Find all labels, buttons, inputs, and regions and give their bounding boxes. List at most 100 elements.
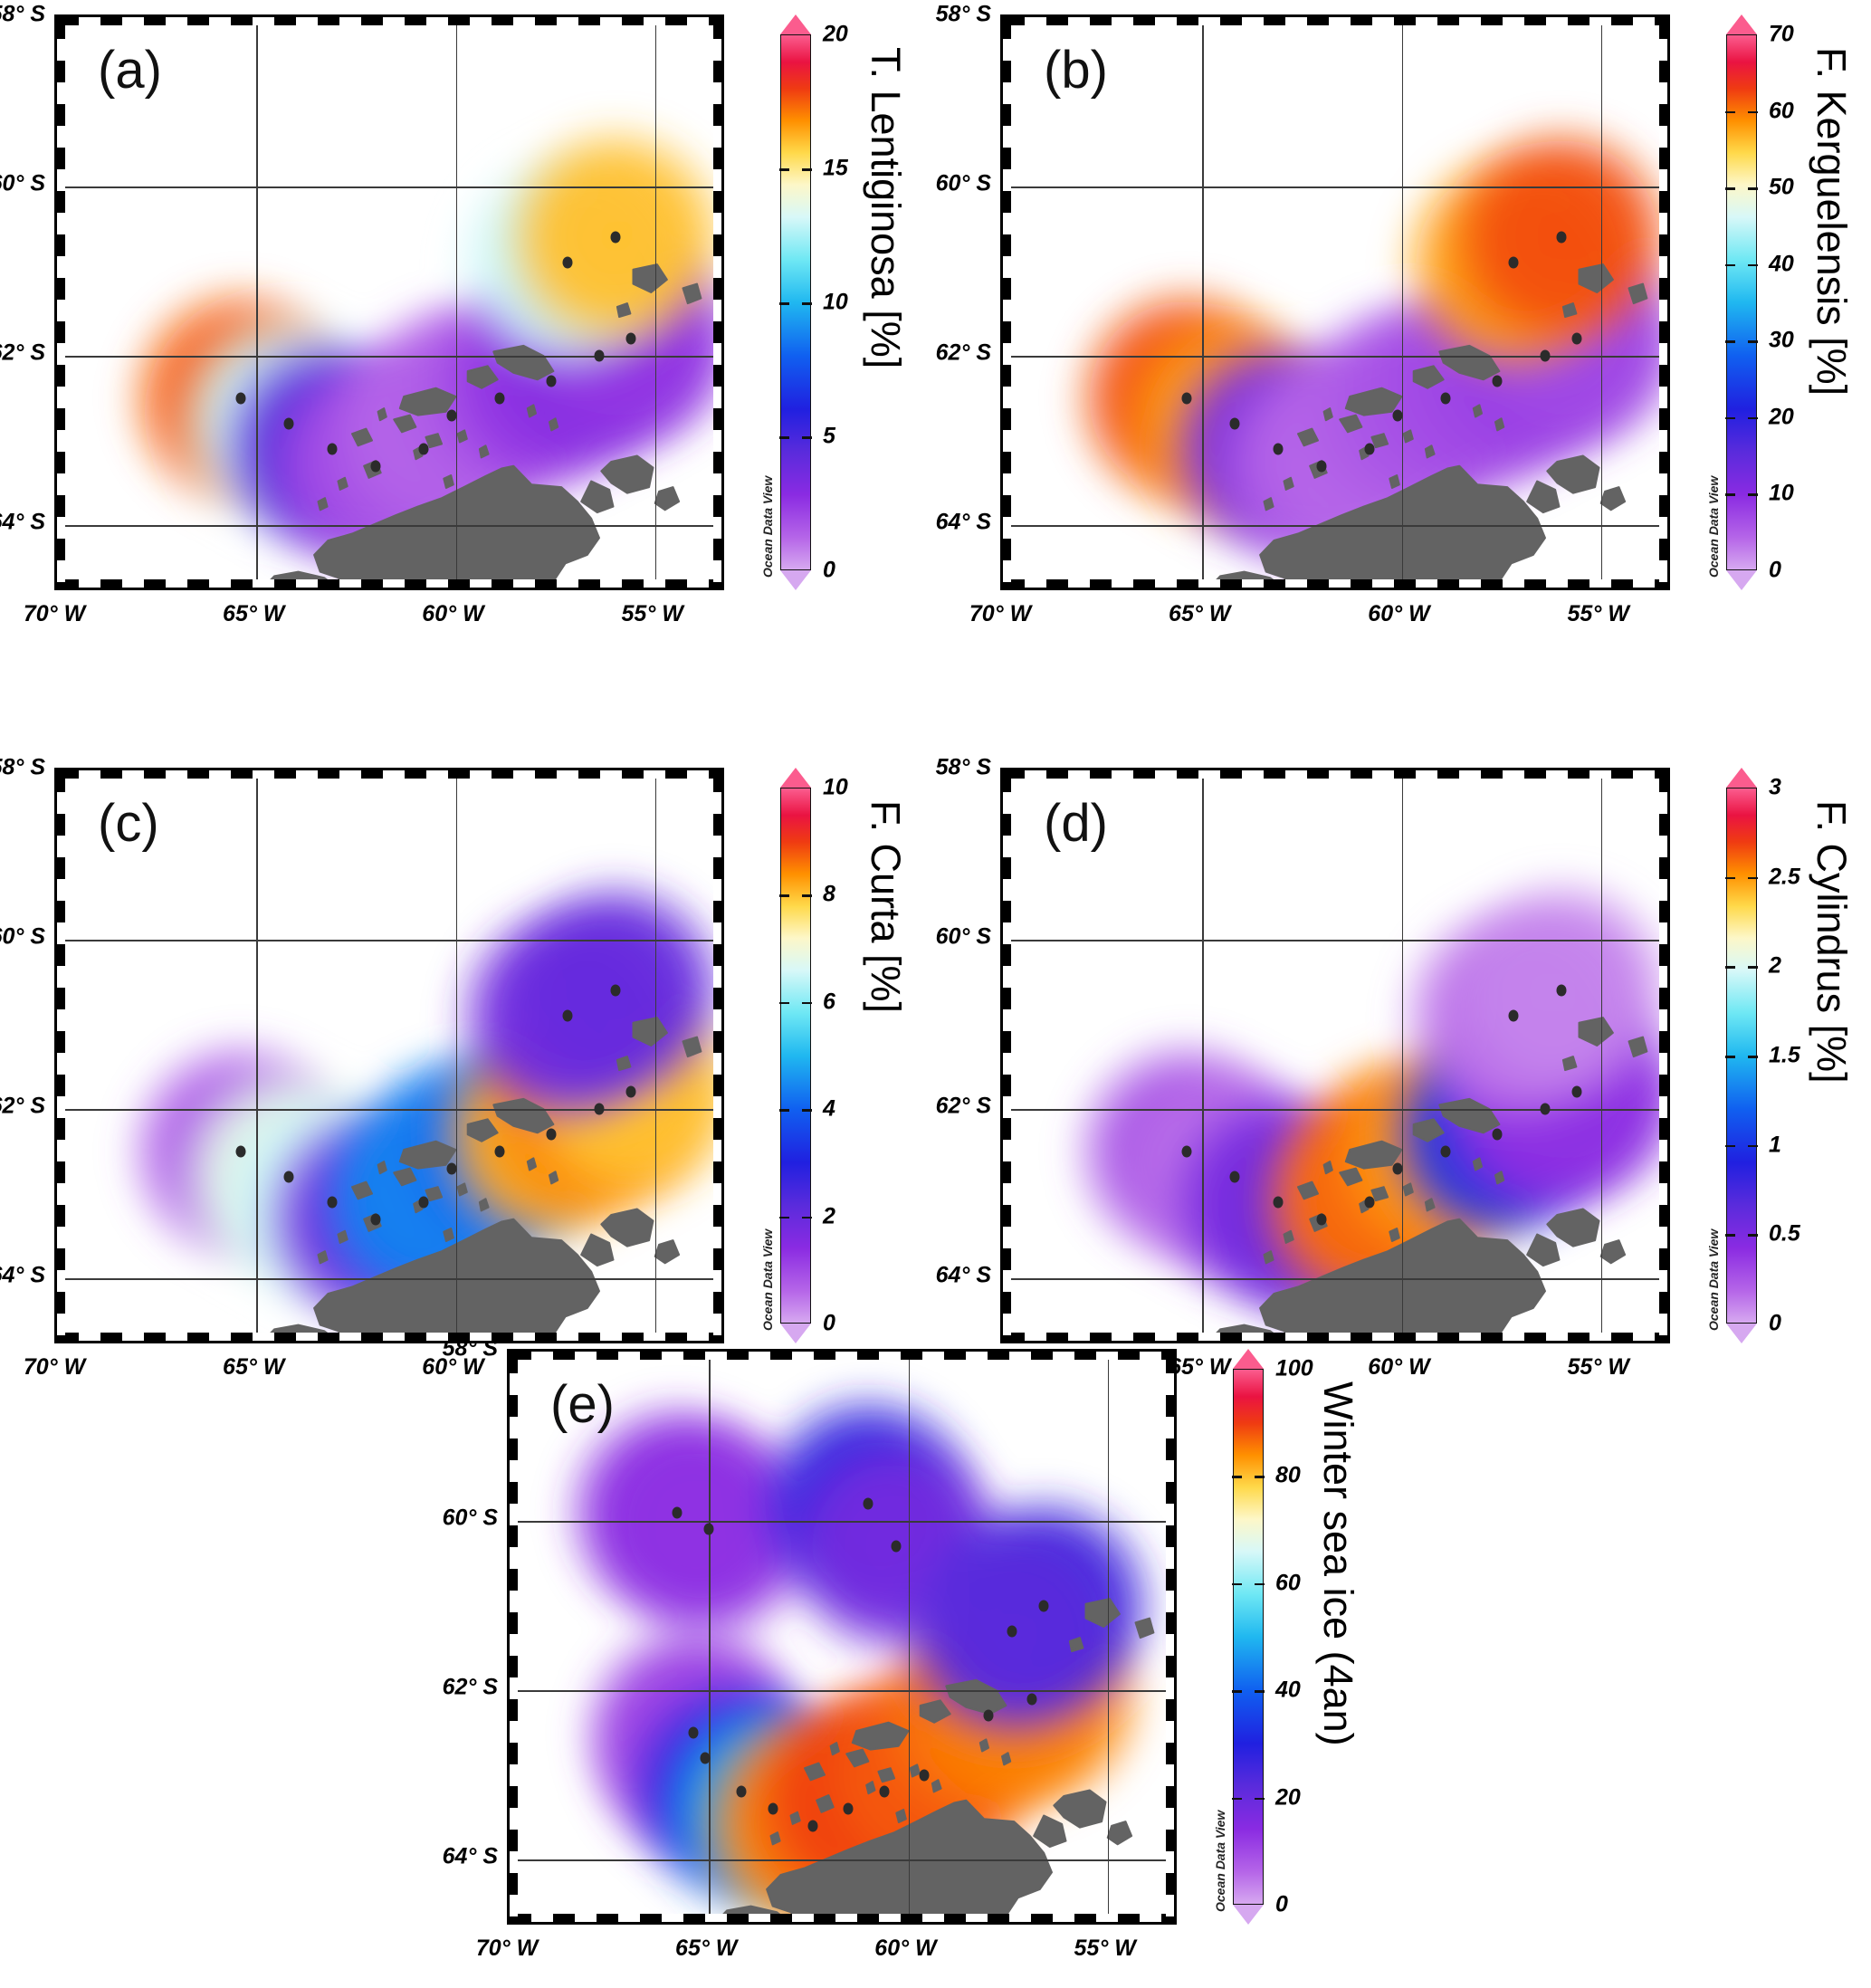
y-tick-label: 58° S <box>935 1 991 27</box>
colorbar-tick <box>802 302 812 305</box>
colorbar-tick-label: 80 <box>1275 1462 1301 1488</box>
colorbar-tick-label: 8 <box>823 881 835 907</box>
colorbar-tick <box>1725 110 1735 114</box>
x-tick-label: 60° W <box>874 1935 937 1961</box>
station-marker <box>1181 392 1192 405</box>
station-marker <box>1038 1600 1049 1612</box>
map-canvas-a <box>54 14 724 590</box>
colorbar-tick-label: 0 <box>1275 1891 1288 1917</box>
colorbar-tick <box>1725 1234 1735 1237</box>
colorbar-tick <box>1748 876 1758 880</box>
y-tick-label: 58° S <box>935 754 991 780</box>
x-tick-label: 70° W <box>475 1935 539 1961</box>
station-marker <box>625 332 636 345</box>
colorbar-tick <box>802 436 812 439</box>
colorbar-tick <box>1232 1690 1242 1693</box>
y-tick-label: 62° S <box>442 1674 498 1700</box>
station-marker <box>494 1145 505 1158</box>
station-marker <box>843 1802 854 1815</box>
colorbar-tick <box>1725 876 1735 880</box>
colorbar-tick-label: 40 <box>1769 251 1794 277</box>
y-tick-label: 62° S <box>935 1093 991 1119</box>
colorbar-tick-label: 0.5 <box>1769 1220 1800 1247</box>
colorbar-tick <box>802 1001 812 1005</box>
colorbar-tick <box>1725 493 1735 496</box>
station-marker <box>1571 332 1582 345</box>
panel-label-d: (d) <box>1044 794 1108 853</box>
station-marker <box>1316 1213 1327 1226</box>
colorbar-tick-label: 0 <box>1769 557 1781 583</box>
colorbar-tick <box>1748 1056 1758 1058</box>
station-marker <box>562 1009 573 1022</box>
colorbar-tick <box>1725 1144 1735 1148</box>
x-tick-label: 65° W <box>223 1354 285 1380</box>
x-tick-label: 70° W <box>23 1354 86 1380</box>
colorbar-tick <box>1725 416 1735 420</box>
colorbar-tick-label: 2 <box>823 1203 835 1229</box>
station-marker <box>1392 409 1403 422</box>
x-tick-label: 65° W <box>1169 601 1231 626</box>
station-marker <box>1229 1171 1239 1183</box>
x-tick-label: 55° W <box>621 601 683 626</box>
station-marker <box>235 392 246 405</box>
colorbar-tick-label: 100 <box>1275 1355 1313 1381</box>
station-marker <box>688 1726 699 1739</box>
colorbar-tick-label: 20 <box>823 21 848 47</box>
panel-label-b: (b) <box>1044 41 1108 100</box>
panel-label-a: (a) <box>98 41 162 100</box>
station-marker <box>594 1103 605 1115</box>
colorbar-tick-label: 10 <box>1769 480 1794 506</box>
data-surface-b <box>1003 17 1667 588</box>
station-marker <box>1392 1162 1403 1175</box>
y-tick-label: 64° S <box>0 1262 45 1288</box>
station-marker <box>1556 984 1567 997</box>
colorbar-tick <box>1725 1056 1735 1058</box>
station-marker <box>446 409 457 422</box>
colorbar-a: 0 5 10 15 20 <box>779 14 848 590</box>
station-marker <box>1492 375 1503 387</box>
colorbar-tick <box>1748 1234 1758 1237</box>
station-marker <box>546 375 557 387</box>
station-marker <box>919 1769 930 1782</box>
x-tick-label: 60° W <box>1368 601 1430 626</box>
y-tick-label: 58° S <box>0 1 45 27</box>
colorbar-tick <box>779 1216 789 1219</box>
data-surface-d <box>1003 770 1667 1341</box>
colorbar-gradient <box>780 788 811 1324</box>
colorbar-tick <box>779 1109 789 1112</box>
colorbar-tick <box>1232 1476 1242 1478</box>
x-tick-label: 60° W <box>422 601 484 626</box>
odv-watermark-e: Ocean Data View <box>1213 1810 1227 1912</box>
colorbar-b: 0 10 20 30 40 50 60 70 <box>1725 14 1794 590</box>
colorbar-tick <box>779 302 789 305</box>
station-marker <box>863 1497 873 1510</box>
station-marker <box>562 256 573 269</box>
colorbar-tick <box>1255 1690 1265 1693</box>
colorbar-tick <box>1232 1797 1242 1801</box>
colorbar-tick <box>1725 187 1735 190</box>
station-marker <box>1273 1196 1284 1209</box>
station-marker <box>594 349 605 362</box>
colorbar-tick <box>802 168 812 171</box>
colorbar-tick <box>1748 187 1758 190</box>
colorbar-tick-label: 15 <box>823 155 848 181</box>
y-tick-label: 64° S <box>0 509 45 535</box>
station-marker <box>1540 1103 1551 1115</box>
map-canvas-b <box>1000 14 1670 590</box>
colorbar-tick <box>1725 966 1735 969</box>
station-marker <box>1571 1085 1582 1098</box>
colorbar-tick <box>1255 1476 1265 1478</box>
y-tick-label: 60° S <box>442 1505 498 1531</box>
station-marker <box>327 443 338 455</box>
y-tick-label: 60° S <box>0 170 45 196</box>
colorbar-tick <box>1255 1582 1265 1586</box>
colorbar-tick-label: 10 <box>823 289 848 315</box>
station-marker <box>1007 1625 1017 1638</box>
colorbar-tick <box>1725 340 1735 343</box>
station-marker <box>1364 1196 1375 1209</box>
